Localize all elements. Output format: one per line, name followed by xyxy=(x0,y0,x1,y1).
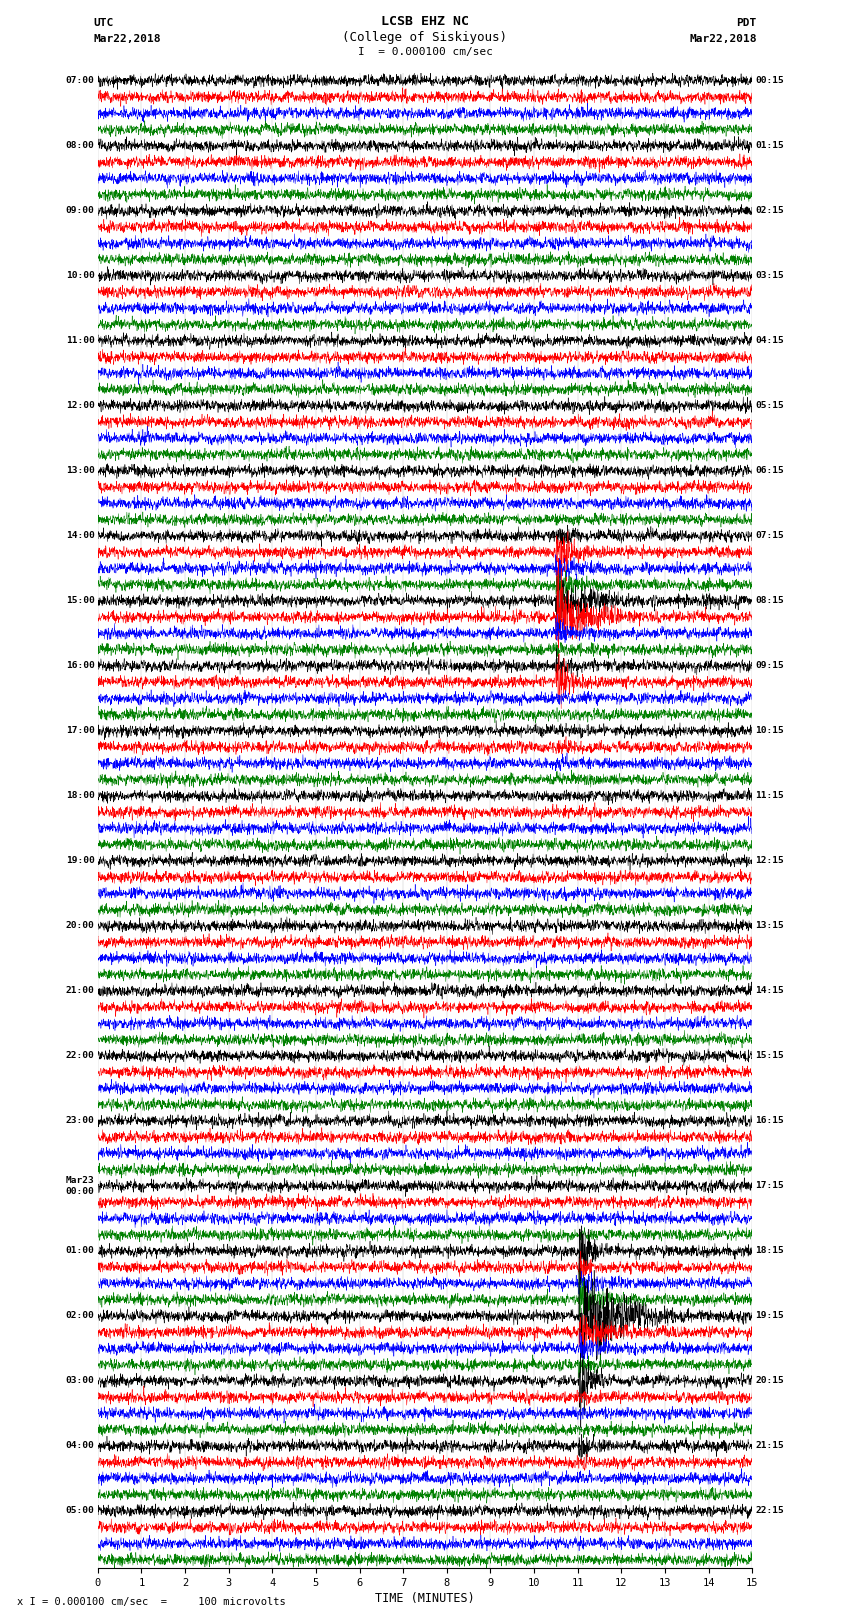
X-axis label: TIME (MINUTES): TIME (MINUTES) xyxy=(375,1592,475,1605)
Text: LCSB EHZ NC: LCSB EHZ NC xyxy=(381,15,469,29)
Text: 17:15: 17:15 xyxy=(756,1181,785,1190)
Text: 07:15: 07:15 xyxy=(756,531,785,540)
Text: 09:15: 09:15 xyxy=(756,661,785,671)
Text: Mar22,2018: Mar22,2018 xyxy=(689,34,756,44)
Text: 18:00: 18:00 xyxy=(65,792,94,800)
Text: 07:00: 07:00 xyxy=(65,76,94,85)
Text: 22:00: 22:00 xyxy=(65,1052,94,1060)
Text: 15:15: 15:15 xyxy=(756,1052,785,1060)
Text: 23:00: 23:00 xyxy=(65,1116,94,1126)
Text: 08:15: 08:15 xyxy=(756,597,785,605)
Text: 01:15: 01:15 xyxy=(756,142,785,150)
Text: 15:00: 15:00 xyxy=(65,597,94,605)
Text: 17:00: 17:00 xyxy=(65,726,94,736)
Text: 21:00: 21:00 xyxy=(65,987,94,995)
Text: 02:15: 02:15 xyxy=(756,206,785,215)
Text: 02:00: 02:00 xyxy=(65,1311,94,1321)
Text: 14:00: 14:00 xyxy=(65,531,94,540)
Text: 04:15: 04:15 xyxy=(756,336,785,345)
Text: 21:15: 21:15 xyxy=(756,1442,785,1450)
Text: 12:15: 12:15 xyxy=(756,857,785,865)
Text: 13:00: 13:00 xyxy=(65,466,94,476)
Text: 05:15: 05:15 xyxy=(756,402,785,410)
Text: 20:15: 20:15 xyxy=(756,1376,785,1386)
Text: 22:15: 22:15 xyxy=(756,1507,785,1516)
Text: I  = 0.000100 cm/sec: I = 0.000100 cm/sec xyxy=(358,47,492,58)
Text: 08:00: 08:00 xyxy=(65,142,94,150)
Text: PDT: PDT xyxy=(736,18,756,29)
Text: 11:00: 11:00 xyxy=(65,336,94,345)
Text: 20:00: 20:00 xyxy=(65,921,94,931)
Text: 10:00: 10:00 xyxy=(65,271,94,281)
Text: (College of Siskiyous): (College of Siskiyous) xyxy=(343,31,507,44)
Text: 12:00: 12:00 xyxy=(65,402,94,410)
Text: 13:15: 13:15 xyxy=(756,921,785,931)
Text: 11:15: 11:15 xyxy=(756,792,785,800)
Text: 16:15: 16:15 xyxy=(756,1116,785,1126)
Text: 09:00: 09:00 xyxy=(65,206,94,215)
Text: 06:15: 06:15 xyxy=(756,466,785,476)
Text: 01:00: 01:00 xyxy=(65,1247,94,1255)
Text: Mar23
00:00: Mar23 00:00 xyxy=(65,1176,94,1195)
Text: 04:00: 04:00 xyxy=(65,1442,94,1450)
Text: 00:15: 00:15 xyxy=(756,76,785,85)
Text: 19:00: 19:00 xyxy=(65,857,94,865)
Text: Mar22,2018: Mar22,2018 xyxy=(94,34,161,44)
Text: 03:15: 03:15 xyxy=(756,271,785,281)
Text: 16:00: 16:00 xyxy=(65,661,94,671)
Text: 05:00: 05:00 xyxy=(65,1507,94,1516)
Text: x I = 0.000100 cm/sec  =     100 microvolts: x I = 0.000100 cm/sec = 100 microvolts xyxy=(17,1597,286,1607)
Text: 18:15: 18:15 xyxy=(756,1247,785,1255)
Text: 19:15: 19:15 xyxy=(756,1311,785,1321)
Text: 14:15: 14:15 xyxy=(756,987,785,995)
Text: 10:15: 10:15 xyxy=(756,726,785,736)
Text: UTC: UTC xyxy=(94,18,114,29)
Text: 03:00: 03:00 xyxy=(65,1376,94,1386)
